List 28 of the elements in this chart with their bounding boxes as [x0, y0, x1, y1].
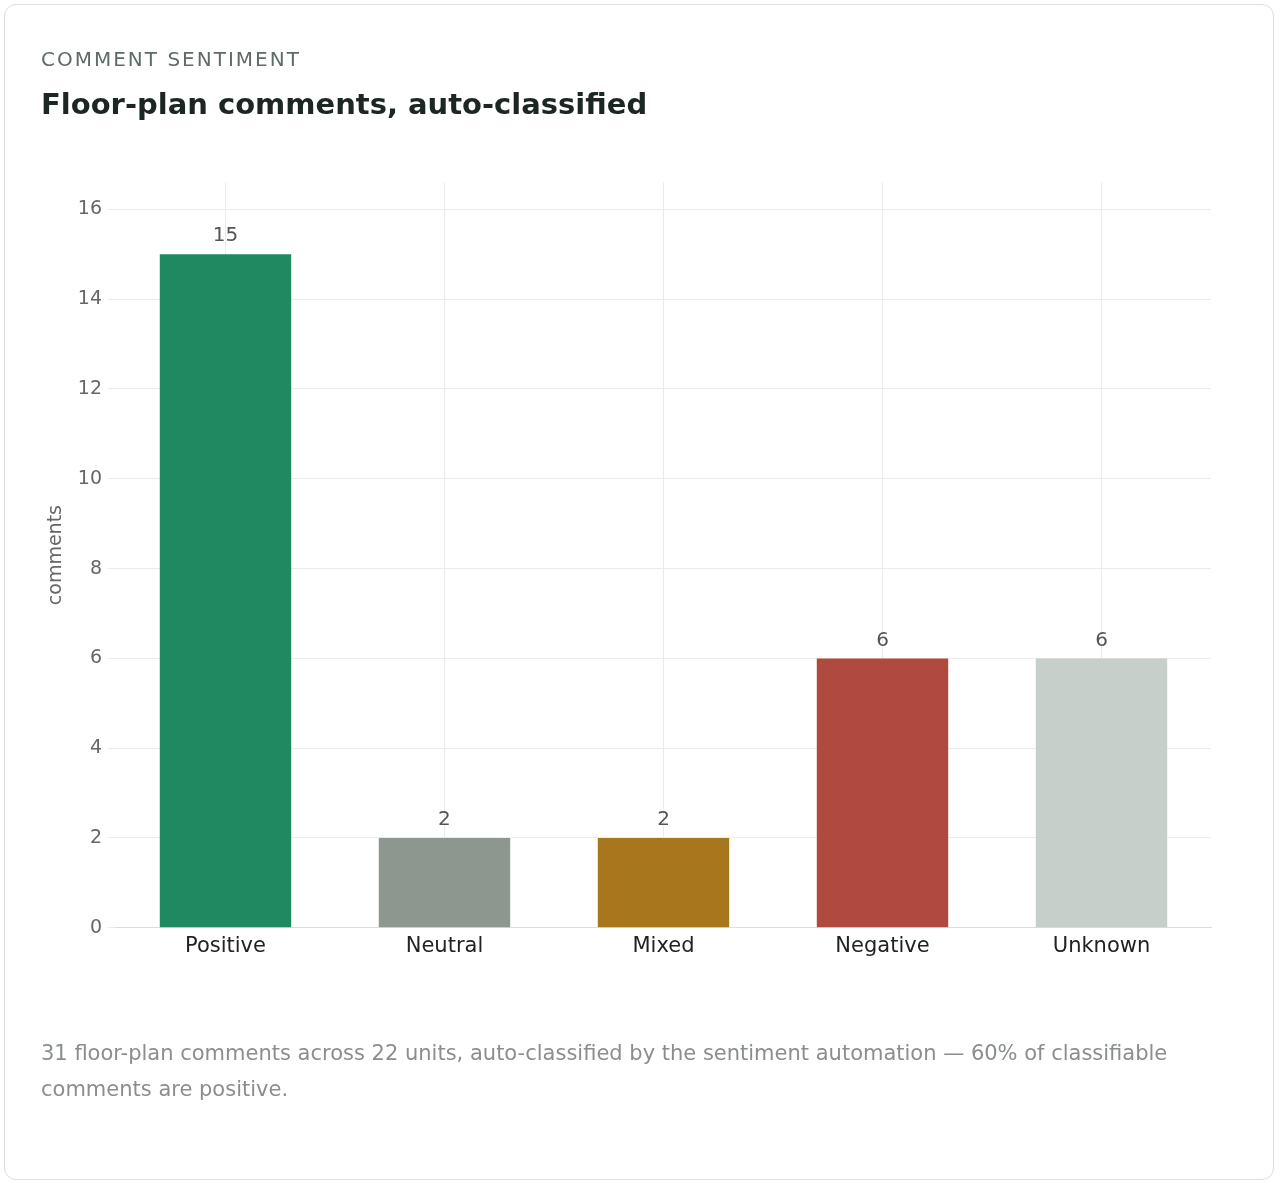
chart-subtitle: COMMENT SENTIMENT — [41, 47, 301, 71]
y-tick-label: 4 — [89, 735, 102, 758]
data-label: 15 — [212, 222, 239, 247]
x-tick-label: Positive — [184, 932, 266, 957]
text: 31 floor-plan comments across 22 units, auto-classified by the sentiment automation — 60% of classifiable comments are positive. — [41, 1040, 1169, 1103]
y-axis-title: comments — [43, 505, 66, 606]
bar — [1035, 658, 1168, 928]
y-tick-label: 16 — [77, 196, 102, 219]
bar — [159, 254, 292, 928]
y-tick-label: 10 — [77, 465, 102, 488]
y-tick-label: 14 — [77, 286, 102, 309]
x-tick-label: Mixed — [632, 932, 695, 957]
bar — [597, 837, 730, 928]
bar — [378, 837, 511, 928]
data-label: 6 — [1095, 626, 1108, 651]
y-tick-label: 6 — [89, 645, 102, 668]
x-tick-label: Neutral — [405, 932, 484, 957]
bar — [816, 658, 949, 928]
y-tick-label: 2 — [89, 824, 102, 847]
y-tick-label: 0 — [89, 914, 102, 937]
data-label: 2 — [438, 806, 451, 831]
y-tick-label: 8 — [89, 555, 102, 578]
y-tick-label: 12 — [77, 375, 102, 398]
data-label: 2 — [657, 806, 670, 831]
chart-title: Floor-plan comments, auto-classified — [41, 87, 648, 121]
x-tick-label: Unknown — [1052, 932, 1151, 957]
x-tick-label: Negative — [835, 932, 930, 957]
data-label: 6 — [876, 626, 889, 651]
